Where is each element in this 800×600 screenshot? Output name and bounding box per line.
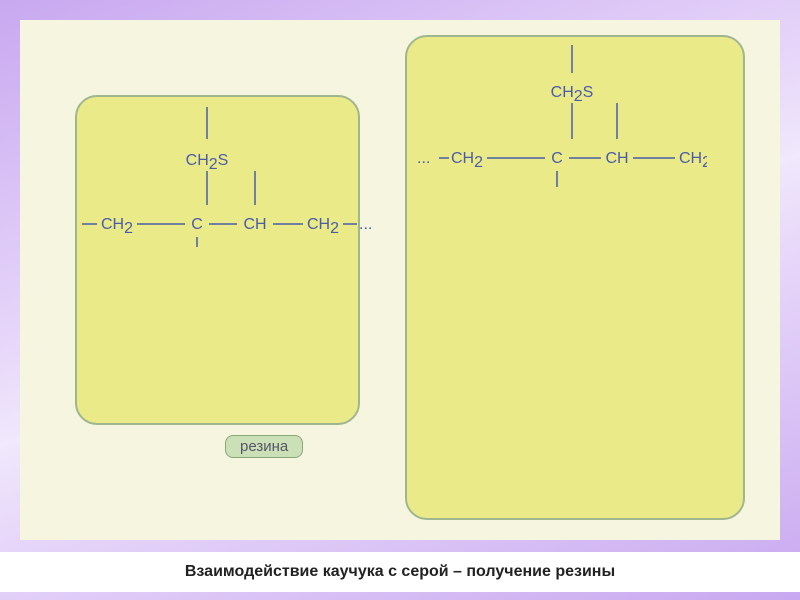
caption-bar: Взаимодействие каучука с серой – получен… — [0, 552, 800, 592]
structure-left: CH2SCH2CCHCH2...SCH2CCHCH2...CH2S — [77, 97, 377, 247]
svg-text:...: ... — [359, 216, 372, 233]
svg-text:CH2: CH2 — [679, 150, 707, 171]
caption-text: Взаимодействие каучука с серой – получен… — [185, 563, 615, 581]
svg-text:CH2S: CH2S — [551, 84, 594, 105]
svg-text:...: ... — [417, 150, 430, 167]
svg-text:CH: CH — [243, 216, 266, 233]
svg-text:CH2: CH2 — [101, 216, 133, 237]
svg-text:C: C — [551, 150, 563, 167]
label-rezina: резина — [225, 435, 303, 458]
panel-left: CH2SCH2CCHCH2...SCH2CCHCH2...CH2S — [75, 95, 360, 425]
svg-text:CH: CH — [605, 150, 628, 167]
stage: CH2SCH2CCHCH2...SCH2CCHCH2...CH2S CH2S..… — [20, 20, 780, 540]
svg-text:CH2S: CH2S — [186, 152, 229, 173]
svg-text:CH2: CH2 — [451, 150, 483, 171]
panel-right: CH2S...CH2CCHCH2SS...CH2CCHCH2CH2SS — [405, 35, 745, 520]
structure-right: CH2S...CH2CCHCH2SS...CH2CCHCH2CH2SS — [407, 37, 707, 187]
svg-text:C: C — [191, 216, 203, 233]
svg-text:CH2: CH2 — [307, 216, 339, 237]
